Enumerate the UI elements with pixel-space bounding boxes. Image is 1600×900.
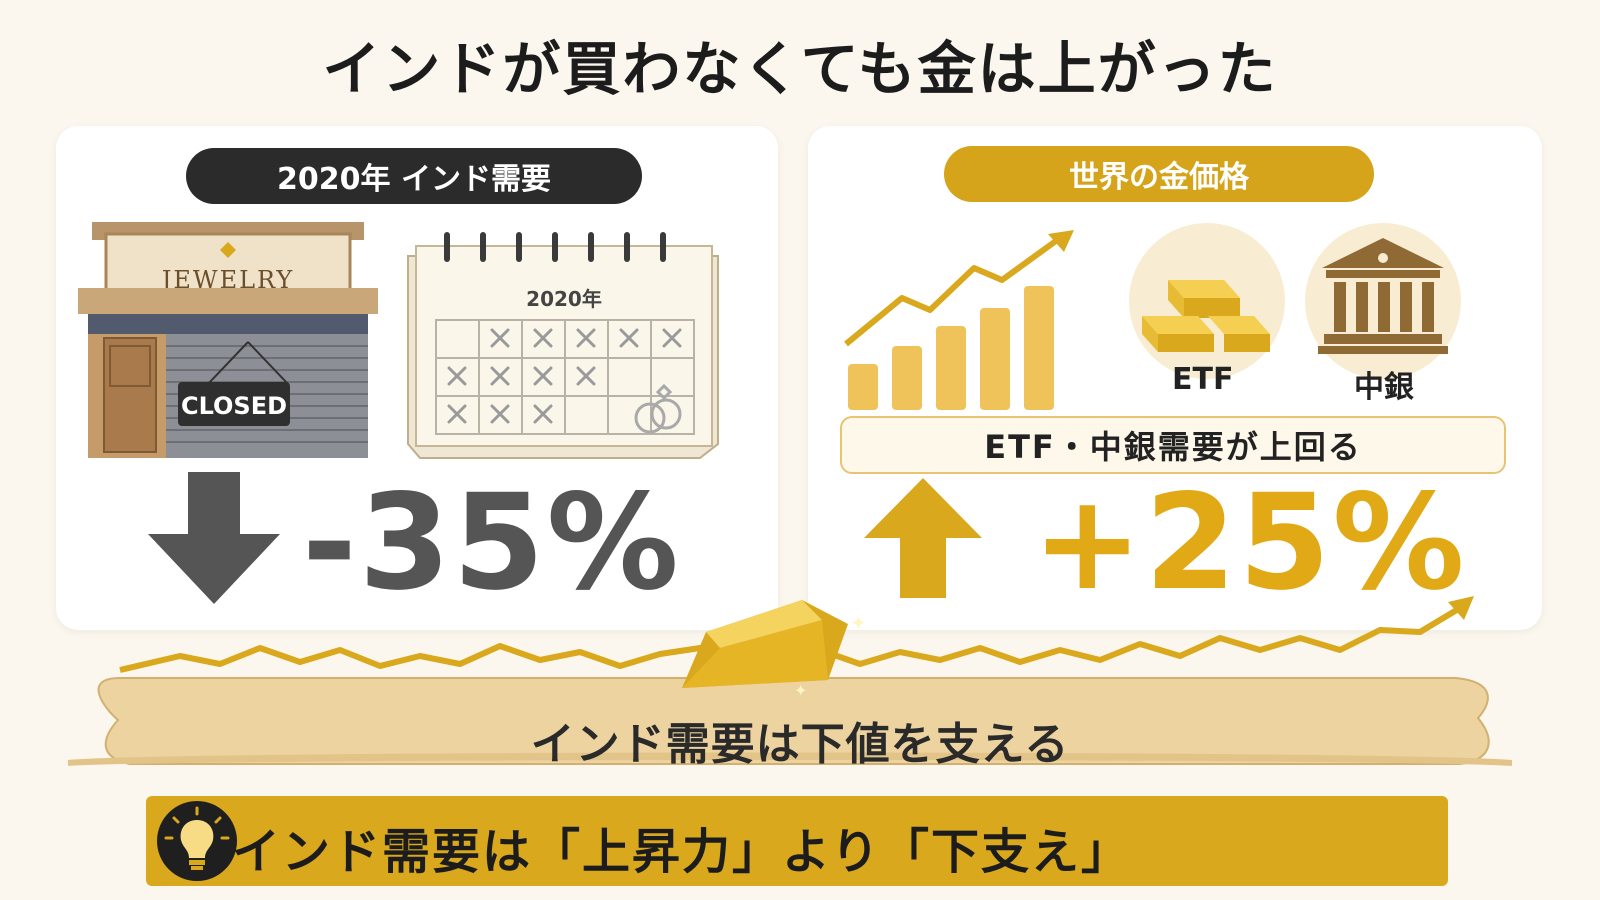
etf-label: ETF (1172, 362, 1234, 397)
support-statement: インド需要は下値を支える (530, 719, 1070, 770)
gold-price-panel: 世界の金価格 ETF 中銀 ETF・中銀需要が上回る (808, 126, 1542, 630)
central-bank-icon (1305, 223, 1461, 379)
central-bank-label: 中銀 (1354, 370, 1414, 405)
india-demand-change: -35% (302, 466, 681, 620)
rising-chart-icon (844, 230, 1074, 410)
india-demand-header: 2020年 インド需要 (186, 148, 642, 204)
calendar-year-text: 2020年 (526, 287, 602, 311)
gold-price-change: +25% (1032, 466, 1467, 620)
etf-central-bank-note: ETF・中銀需要が上回る (840, 416, 1506, 474)
gold-price-header: 世界の金価格 (944, 146, 1374, 202)
up-arrow-icon (864, 478, 982, 598)
page-title: インドが買わなくても金は上がった (322, 35, 1278, 103)
gold-bars-icon (1129, 223, 1285, 379)
svg-text:✦: ✦ (794, 681, 807, 700)
down-arrow-icon (148, 472, 280, 604)
closed-sign-text: CLOSED (181, 392, 287, 420)
conclusion-text: インド需要は「上昇力」より「下支え」 (232, 824, 1132, 880)
conclusion-banner (146, 796, 1448, 886)
calendar-icon: 2020年 (407, 232, 719, 459)
india-demand-panel: 2020年 インド需要 JEWELRY CLOSED (56, 126, 778, 630)
support-cushion-illustration: ✦ ✦ (68, 596, 1512, 766)
lightbulb-icon (157, 801, 237, 881)
svg-text:✦: ✦ (850, 611, 867, 635)
closed-jewelry-shop-icon: JEWELRY CLOSED (78, 222, 378, 458)
